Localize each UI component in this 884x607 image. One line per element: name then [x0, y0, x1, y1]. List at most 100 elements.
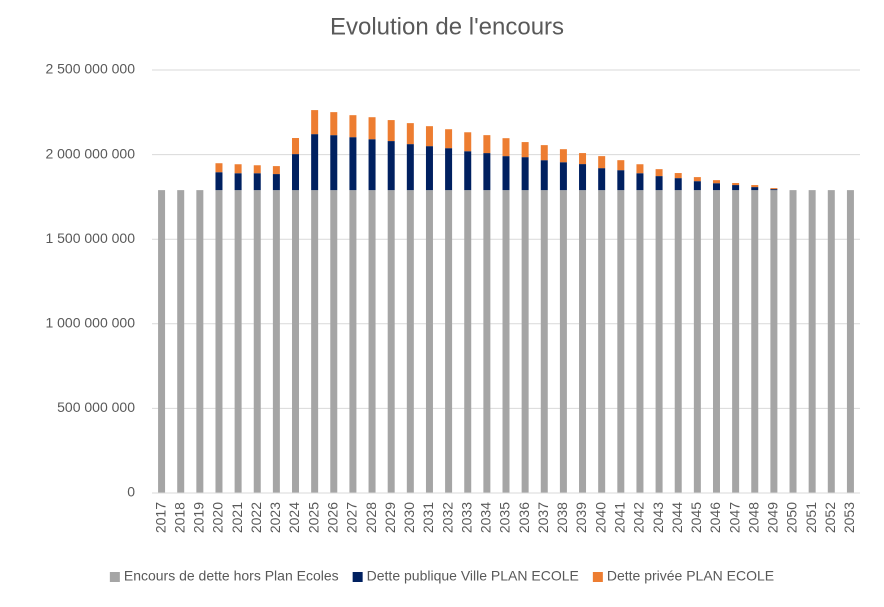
x-tick-label: 2018	[171, 502, 187, 533]
x-tick-label: 2041	[612, 502, 628, 533]
x-tick-label: 2023	[267, 502, 283, 533]
x-tick-label: 2047	[726, 502, 742, 533]
bar-segment	[406, 144, 414, 191]
bar-segment	[598, 190, 606, 493]
legend-swatch	[109, 572, 120, 582]
bar-segment	[789, 190, 797, 493]
x-tick-label: 2037	[535, 502, 551, 533]
bar-segment	[330, 135, 338, 191]
bar-segment	[579, 190, 587, 493]
bar-segment	[177, 190, 185, 493]
bar-segment	[445, 148, 453, 191]
bar-segment	[406, 190, 414, 493]
y-tick-label: 500 000 000	[57, 399, 135, 415]
bar-segment	[732, 185, 740, 191]
y-tick-label: 1 000 000 000	[45, 315, 135, 331]
x-tick-label: 2045	[688, 502, 704, 533]
legend-swatch	[592, 572, 603, 582]
x-tick-label: 2044	[669, 502, 685, 533]
bar-segment	[387, 120, 395, 142]
bar-segment	[712, 180, 720, 184]
x-tick-label: 2028	[363, 502, 379, 533]
bar-segment	[655, 190, 663, 493]
bar-segment	[272, 174, 280, 191]
y-tick-label: 0	[127, 484, 135, 500]
bar-segment	[215, 163, 223, 173]
bar-segment	[674, 178, 682, 191]
bar-segment	[349, 115, 357, 138]
bar-segment	[636, 190, 644, 493]
bar-segment	[521, 157, 529, 191]
x-tick-label: 2038	[554, 502, 570, 533]
bar-segment	[636, 164, 644, 174]
bar-segment	[368, 117, 376, 140]
x-tick-label: 2039	[573, 502, 589, 533]
x-tick-label: 2046	[707, 502, 723, 533]
bar-segment	[292, 154, 300, 191]
bar-segment	[311, 134, 319, 191]
bar-segment	[272, 166, 280, 175]
bar-segment	[483, 190, 491, 493]
x-tick-label: 2019	[191, 502, 207, 533]
bar-segment	[502, 190, 510, 493]
bar-segment	[808, 190, 816, 493]
bar-segment	[540, 190, 548, 493]
x-tick-label: 2020	[210, 502, 226, 533]
x-tick-label: 2022	[248, 502, 264, 533]
x-tick-label: 2048	[745, 502, 761, 533]
bar-segment	[215, 190, 223, 493]
x-tick-label: 2042	[631, 502, 647, 533]
x-tick-label: 2027	[344, 502, 360, 533]
bar-segment	[770, 188, 778, 190]
bar-segment	[559, 162, 567, 191]
legend-label: Dette publique Ville PLAN ECOLE	[367, 568, 579, 584]
bar-segment	[368, 139, 376, 191]
bar-segment	[158, 190, 166, 493]
y-tick-label: 2 000 000 000	[45, 145, 135, 161]
bar-segment	[234, 173, 242, 191]
x-tick-label: 2024	[286, 502, 302, 533]
bar-segment	[693, 177, 701, 182]
bar-segment	[655, 176, 663, 191]
x-tick-label: 2031	[420, 502, 436, 533]
bar-segment	[349, 137, 357, 191]
bar-segment	[712, 183, 720, 191]
bar-segment	[464, 132, 472, 152]
bar-segment	[330, 112, 338, 136]
x-tick-label: 2052	[822, 502, 838, 533]
bar-segment	[617, 160, 625, 171]
bar-segment	[674, 190, 682, 493]
bar-segment	[311, 190, 319, 493]
legend-label: Encours de dette hors Plan Ecoles	[124, 568, 339, 584]
bar-segment	[540, 145, 548, 161]
bar-segment	[732, 190, 740, 493]
bar-segment	[425, 126, 433, 147]
bar-segment	[617, 170, 625, 191]
bar-segment	[846, 190, 854, 493]
bar-segment	[617, 190, 625, 493]
x-tick-label: 2021	[229, 502, 245, 533]
bar-segment	[579, 164, 587, 191]
bar-segment	[445, 190, 453, 493]
x-tick-label: 2040	[592, 502, 608, 533]
bar-segment	[253, 173, 261, 191]
bar-segment	[272, 190, 280, 493]
bar-segment	[693, 181, 701, 191]
x-tick-label: 2034	[478, 502, 494, 533]
x-tick-label: 2033	[458, 502, 474, 533]
bar-segment	[445, 129, 453, 149]
bar-segment	[732, 183, 740, 186]
bar-segment	[349, 190, 357, 493]
bar-segment	[368, 190, 376, 493]
x-tick-label: 2049	[765, 502, 781, 533]
x-tick-label: 2030	[401, 502, 417, 533]
x-tick-label: 2017	[152, 502, 168, 533]
bar-segment	[751, 185, 759, 188]
x-tick-label: 2026	[324, 502, 340, 533]
bar-segment	[598, 168, 606, 191]
bar-segment	[712, 190, 720, 493]
legend: Encours de dette hors Plan Ecoles Dette p…	[109, 568, 774, 584]
bar-segment	[196, 190, 204, 493]
bar-segment	[311, 110, 319, 135]
